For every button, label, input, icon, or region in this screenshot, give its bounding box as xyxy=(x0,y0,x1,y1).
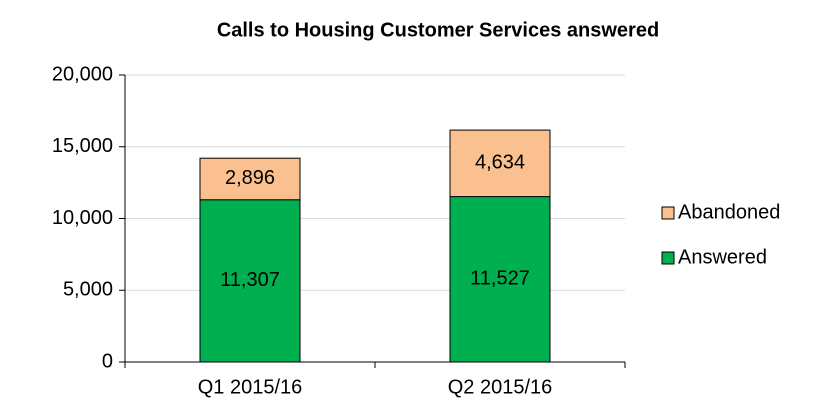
bar-segment xyxy=(199,199,301,363)
y-tick-label: 10,000 xyxy=(52,207,113,229)
legend-swatch xyxy=(661,206,675,220)
data-label: 11,527 xyxy=(470,268,530,290)
x-tick-label: Q2 2015/16 xyxy=(448,376,553,398)
data-label: 4,634 xyxy=(475,152,525,174)
y-tick-label: 0 xyxy=(102,350,113,372)
y-tick-label: 5,000 xyxy=(63,279,113,301)
legend-label: Answered xyxy=(678,246,767,268)
x-tick-label: Q1 2015/16 xyxy=(198,376,303,398)
data-label: 11,307 xyxy=(220,269,280,291)
y-tick-label: 20,000 xyxy=(52,63,113,85)
y-tick-label: 15,000 xyxy=(52,135,113,157)
legend-label: Abandoned xyxy=(678,201,780,223)
chart-title: Calls to Housing Customer Services answe… xyxy=(217,19,659,41)
bar-segment xyxy=(199,157,301,201)
bar-segment xyxy=(449,129,551,198)
legend-swatch xyxy=(661,251,675,265)
bar-segment xyxy=(449,196,551,363)
data-label: 2,896 xyxy=(225,167,275,189)
